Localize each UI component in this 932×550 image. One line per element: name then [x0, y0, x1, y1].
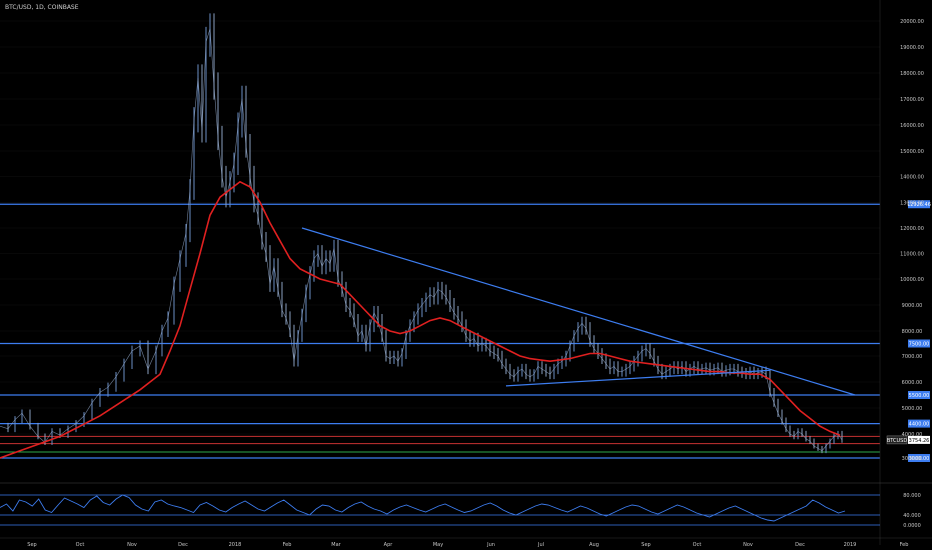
symbol-tag-box	[886, 435, 908, 445]
y-tick-label: 11000.00	[900, 252, 924, 258]
price-line	[0, 28, 843, 452]
y-tick-label: 4000.00	[902, 432, 923, 438]
x-tick-label: Sep	[641, 542, 650, 548]
x-tick-label: Nov	[743, 542, 753, 548]
rsi-level-label: 80.000	[903, 493, 921, 499]
rsi-pane: 80.000 40.000 0.0000	[0, 482, 932, 529]
level-label-box	[908, 454, 930, 462]
y-tick-label: 12000.00	[900, 226, 924, 232]
x-tick-label: Sep	[27, 542, 36, 548]
last-price-box	[908, 435, 930, 444]
trendlines	[301, 227, 856, 396]
level-label-box	[908, 200, 930, 209]
rsi-level-label: 40.000	[903, 513, 921, 519]
level-label-box	[908, 339, 930, 348]
price-series	[0, 13, 843, 459]
level-label: 5500.00	[909, 393, 930, 399]
trendline	[505, 369, 771, 387]
y-tick-label: 9000.00	[902, 303, 923, 309]
level-label-box	[908, 391, 930, 399]
x-tick-label: Jul	[537, 542, 544, 548]
y-tick-label: 13000.00	[900, 200, 924, 206]
y-tick-label: 18000.00	[900, 71, 924, 77]
y-tick-label: 3000.00	[902, 456, 923, 462]
x-tick-label: Dec	[178, 542, 188, 548]
y-tick-label: 20000.00	[900, 19, 924, 25]
chart-title: BTC/USD, 1D, COINBASE	[5, 4, 79, 11]
y-tick-label: 7000.00	[902, 354, 923, 360]
y-tick-label: 5000.00	[902, 406, 923, 412]
x-tick-label: Apr	[384, 542, 394, 548]
x-tick-label: Jun	[486, 542, 495, 548]
x-axis: Sep Oct Nov Dec 2018 Feb Mar Apr May Jun Jul Aug Sep…	[0, 537, 932, 548]
y-tick-label: 17000.00	[900, 97, 924, 103]
horizontal-levels: 12926.46 7500.00 5500.00 4400.00 3000.00 BTCU…	[0, 200, 931, 462]
y-axis: 20000.00 19000.00 18000.00 17000.00 16000.00…	[879, 0, 924, 545]
y-tick-label: 16000.00	[900, 123, 924, 129]
level-label: 3000.00	[909, 456, 930, 462]
x-tick-label: May	[433, 542, 443, 548]
y-tick-label: 15000.00	[900, 149, 924, 155]
x-tick-label: 2018	[229, 542, 242, 548]
level-label: 4400.00	[909, 422, 930, 428]
trendline	[301, 227, 856, 396]
rsi-level-label: 0.0000	[903, 523, 921, 529]
x-tick-label: Oct	[693, 542, 702, 548]
x-tick-label: Mar	[331, 542, 341, 548]
y-tick-label: 6000.00	[902, 380, 923, 386]
y-tick-label: 8000.00	[902, 329, 923, 335]
level-label-box	[908, 419, 930, 428]
x-tick-label: Oct	[76, 542, 85, 548]
level-label: 7500.00	[909, 342, 930, 348]
moving-average-line	[0, 180, 841, 459]
rsi-line	[0, 494, 846, 522]
last-price-label: 3754.26	[909, 438, 930, 444]
y-tick-label: 14000.00	[900, 175, 924, 181]
y-tick-label: 10000.00	[900, 277, 924, 283]
x-tick-label: Nov	[127, 542, 137, 548]
level-label: 12926.46	[907, 202, 931, 208]
x-tick-label: Feb	[283, 542, 292, 548]
x-tick-label: 2019	[844, 542, 857, 548]
x-tick-label: Aug	[589, 542, 599, 548]
symbol-tag: BTCUSD	[887, 438, 908, 444]
x-tick-label: Dec	[795, 542, 805, 548]
x-tick-label: Feb	[900, 542, 909, 548]
y-tick-label: 19000.00	[900, 45, 924, 51]
